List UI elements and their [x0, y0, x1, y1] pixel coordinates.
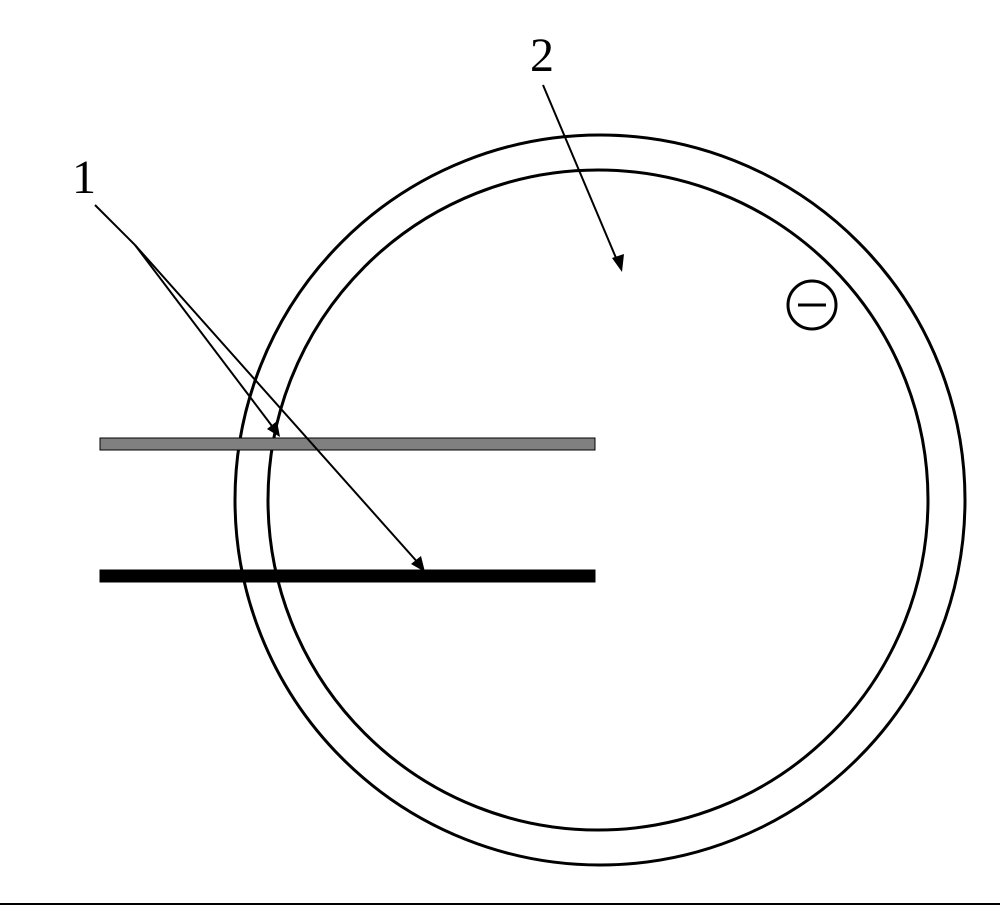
upper-bar	[100, 438, 595, 450]
leader-line-2	[543, 85, 619, 265]
leader-line-1-branch1	[135, 245, 275, 430]
leader-line-1-stem	[95, 205, 135, 245]
label-2: 2	[530, 28, 554, 83]
leader-line-1-branch2	[135, 245, 420, 565]
lower-bar	[100, 570, 595, 582]
label-1: 1	[72, 150, 96, 205]
inner-circle	[268, 170, 928, 830]
diagram-canvas	[0, 0, 1000, 911]
outer-circle	[235, 135, 965, 865]
leader-arrow-2	[612, 254, 624, 272]
